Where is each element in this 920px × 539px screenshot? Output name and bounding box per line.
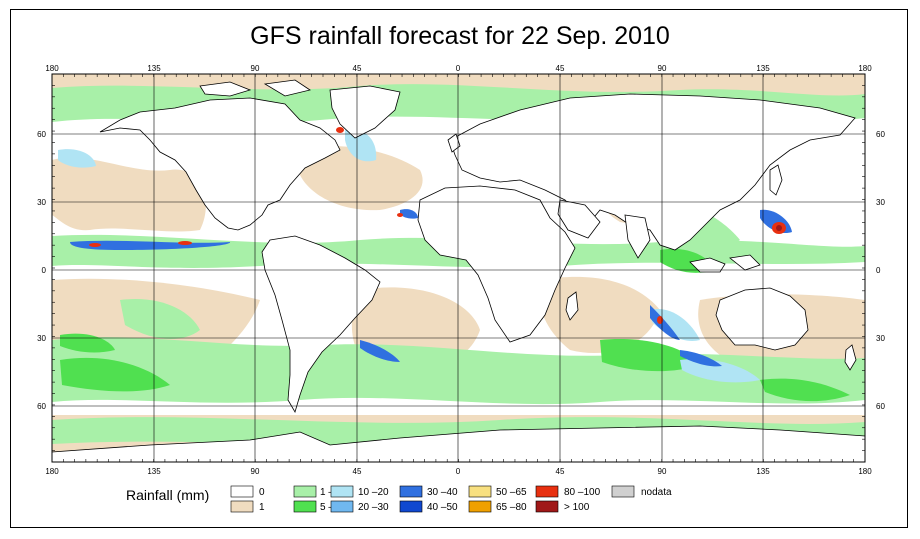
lat-labels-left: 60 30 0 30 60 (37, 130, 46, 411)
lon-label-top: 45 (556, 64, 565, 73)
lon-label-bottom: 45 (353, 467, 362, 476)
legend-swatch (399, 500, 423, 513)
lat-label-right: 0 (876, 266, 881, 275)
lat-label-left: 30 (37, 198, 46, 207)
legend-label: 1 –5 (320, 487, 340, 498)
lon-label-bottom: 0 (456, 467, 461, 476)
lat-label-right: 30 (876, 334, 885, 343)
legend-label: 40 –50 (427, 502, 458, 513)
lon-label-top: 180 (858, 64, 872, 73)
lon-label-top: 45 (353, 64, 362, 73)
legend-swatch (293, 485, 317, 498)
lat-labels-right: 60 30 0 30 60 (876, 130, 885, 411)
legend-label: > 100 (564, 502, 590, 513)
lat-label-right: 60 (876, 402, 885, 411)
lat-label-left: 30 (37, 334, 46, 343)
minor-ticks (51, 73, 866, 463)
lon-labels-bottom: 180 135 90 45 0 45 90 135 180 (45, 467, 872, 476)
legend-label: 30 –40 (427, 487, 458, 498)
legend-label: 0 (259, 487, 265, 498)
legend-swatch (535, 485, 559, 498)
lon-labels-top: 180 135 90 45 0 45 90 135 180 (45, 64, 872, 73)
lon-label-top: 135 (756, 64, 770, 73)
rain-10-20mm-areas (58, 129, 760, 383)
lat-label-left: 60 (37, 402, 46, 411)
legend-label: 10 –20 (358, 487, 389, 498)
legend-swatch (468, 500, 492, 513)
lat-label-left: 60 (37, 130, 46, 139)
legend-swatch (330, 485, 354, 498)
rain-over-100mm-areas (776, 225, 782, 231)
legend-swatch (230, 500, 254, 513)
lon-label-bottom: 90 (251, 467, 260, 476)
legend-swatch (330, 500, 354, 513)
lon-label-bottom: 135 (147, 467, 161, 476)
lon-label-bottom: 45 (556, 467, 565, 476)
legend-label: 1 (259, 502, 265, 513)
lat-label-left: 0 (42, 266, 47, 275)
legend-swatch (293, 500, 317, 513)
legend-swatch (611, 485, 635, 498)
lon-label-bottom: 90 (658, 467, 667, 476)
map-title: GFS rainfall forecast for 22 Sep. 2010 (250, 22, 670, 50)
lat-label-right: 60 (876, 130, 885, 139)
lon-label-top: 135 (147, 64, 161, 73)
legend-title: Rainfall (mm) (126, 487, 209, 503)
legend-label: nodata (641, 487, 672, 498)
legend-swatch (468, 485, 492, 498)
lon-label-top: 0 (456, 64, 461, 73)
lon-label-bottom: 180 (45, 467, 59, 476)
graticule (52, 74, 865, 462)
legend-label: 65 –80 (496, 502, 527, 513)
legend-label: 20 –30 (358, 502, 389, 513)
legend: Rainfall (mm) 0 1 1 –5 5 –10 10 –20 20 –… (126, 485, 672, 513)
legend-swatch (230, 485, 254, 498)
lon-label-top: 180 (45, 64, 59, 73)
lon-label-top: 90 (251, 64, 260, 73)
lon-label-top: 90 (658, 64, 667, 73)
lon-label-bottom: 135 (756, 467, 770, 476)
legend-swatch (399, 485, 423, 498)
legend-swatch (535, 500, 559, 513)
lat-label-right: 30 (876, 198, 885, 207)
legend-label: 50 –65 (496, 487, 527, 498)
legend-label: 80 –100 (564, 487, 601, 498)
lon-label-bottom: 180 (858, 467, 872, 476)
